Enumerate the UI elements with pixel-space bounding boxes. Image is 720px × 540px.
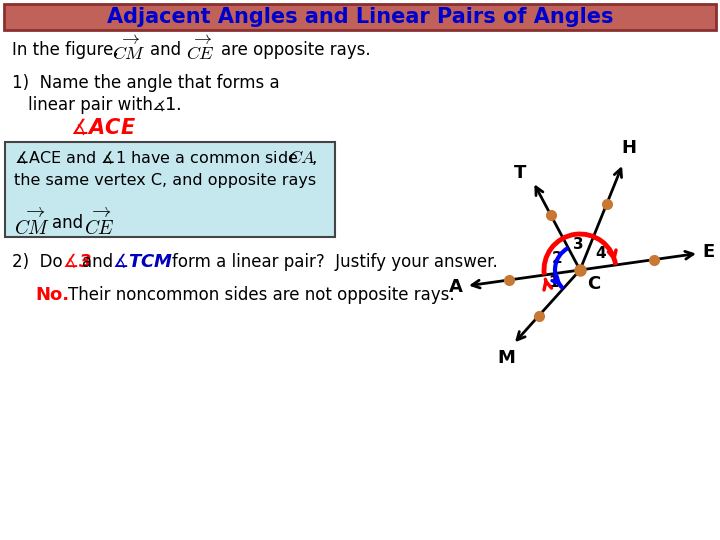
FancyBboxPatch shape	[4, 4, 716, 30]
Text: A: A	[449, 279, 463, 296]
Text: the same vertex C, and opposite rays: the same vertex C, and opposite rays	[14, 172, 316, 187]
Text: and: and	[150, 41, 181, 59]
Text: $\overrightarrow{CM}$: $\overrightarrow{CM}$	[14, 207, 50, 239]
Text: linear pair with: linear pair with	[28, 96, 153, 114]
Text: No.: No.	[35, 286, 69, 304]
Text: C: C	[588, 275, 600, 293]
Text: $\mathit{CA}$: $\mathit{CA}$	[288, 149, 316, 167]
Text: $\measuredangle$1.: $\measuredangle$1.	[152, 96, 181, 114]
Text: $\overrightarrow{CE}$: $\overrightarrow{CE}$	[84, 207, 114, 239]
Text: H: H	[621, 139, 636, 157]
Text: 1: 1	[548, 274, 559, 289]
Text: In the figure,: In the figure,	[12, 41, 119, 59]
Text: and: and	[52, 214, 83, 232]
Text: form a linear pair?  Justify your answer.: form a linear pair? Justify your answer.	[172, 253, 498, 271]
Text: $\measuredangle$ACE: $\measuredangle$ACE	[70, 118, 136, 138]
Text: 4: 4	[595, 246, 606, 261]
Text: M: M	[498, 349, 516, 367]
Text: $\measuredangle$TCM: $\measuredangle$TCM	[112, 253, 173, 272]
Text: and: and	[82, 253, 113, 271]
Text: $\measuredangle$3: $\measuredangle$3	[62, 253, 91, 272]
Text: are opposite rays.: are opposite rays.	[221, 41, 371, 59]
Text: 2)  Do: 2) Do	[12, 253, 63, 271]
Text: Their noncommon sides are not opposite rays.: Their noncommon sides are not opposite r…	[68, 286, 454, 304]
Text: 1)  Name the angle that forms a: 1) Name the angle that forms a	[12, 74, 279, 92]
Text: $\overrightarrow{CM}$: $\overrightarrow{CM}$	[112, 36, 145, 64]
FancyBboxPatch shape	[5, 142, 335, 237]
Text: ,: ,	[312, 149, 318, 167]
Text: E: E	[703, 243, 715, 261]
Text: 3: 3	[573, 237, 584, 252]
Text: Adjacent Angles and Linear Pairs of Angles: Adjacent Angles and Linear Pairs of Angl…	[107, 7, 613, 27]
Text: $\overrightarrow{CE}$: $\overrightarrow{CE}$	[186, 36, 215, 64]
Text: 2: 2	[552, 251, 562, 266]
Text: T: T	[514, 164, 526, 182]
Text: $\measuredangle$ACE and $\measuredangle$1 have a common side: $\measuredangle$ACE and $\measuredangle$…	[14, 150, 298, 166]
